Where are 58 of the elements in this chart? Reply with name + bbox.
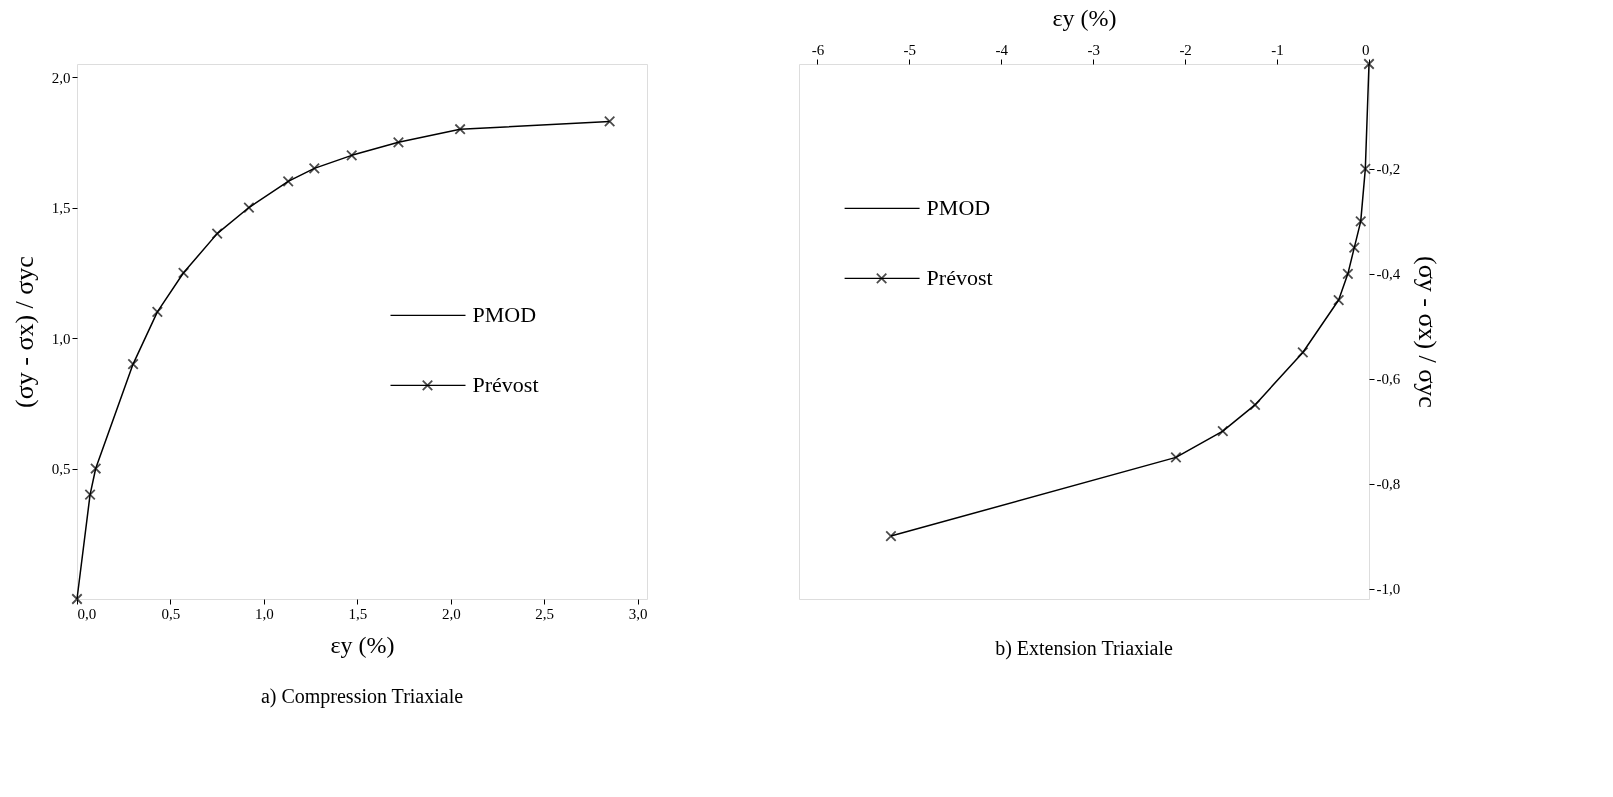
point xyxy=(282,175,294,188)
legend-label: Prévost xyxy=(926,265,993,291)
point xyxy=(1249,399,1261,411)
x-tick-label: -2 xyxy=(1179,41,1192,58)
y-tick-label: 0,5 xyxy=(51,461,71,478)
y-tick-label: 2,0 xyxy=(51,69,71,86)
point xyxy=(211,227,223,240)
x-tick-label: -6 xyxy=(811,41,825,58)
point xyxy=(127,358,139,370)
x-tick-label: 0 xyxy=(1362,41,1370,58)
point xyxy=(1297,346,1309,359)
point xyxy=(1348,241,1360,254)
legend-label: PMOD xyxy=(926,195,991,221)
legend-label: Prévost xyxy=(472,372,539,398)
y-axis-title: (σy - σx) / σyc xyxy=(9,256,39,408)
point xyxy=(603,115,616,128)
point xyxy=(392,136,405,148)
point xyxy=(1355,215,1367,227)
x-tick-label: 0,5 xyxy=(161,605,181,622)
y-tick-label: -0,6 xyxy=(1376,371,1401,388)
point xyxy=(1363,58,1375,70)
y-tick-label: 1,0 xyxy=(51,330,71,347)
text: a) Compression Triaxiale xyxy=(260,685,464,708)
point xyxy=(1217,425,1229,437)
point xyxy=(177,267,190,279)
legend-label: PMOD xyxy=(472,302,537,328)
point xyxy=(885,530,897,542)
text: b) Extension Triaxiale xyxy=(995,637,1173,660)
y-tick-label: 1,5 xyxy=(51,200,71,217)
point xyxy=(1359,163,1371,175)
y-tick-label: -0,2 xyxy=(1376,161,1401,178)
x-axis-title: εy (%) xyxy=(1052,4,1117,31)
x-tick-label: 2,5 xyxy=(535,605,555,622)
x-tick-label: 2,0 xyxy=(441,605,461,622)
y-tick-label: -0,4 xyxy=(1376,266,1401,283)
y-tick-label: -0,8 xyxy=(1376,476,1401,493)
x-tick-label: 3,0 xyxy=(628,605,648,622)
x-tick-label: -5 xyxy=(903,41,917,58)
x-tick-label: 1,0 xyxy=(255,605,274,622)
x-tick-label: -1 xyxy=(1271,41,1284,58)
x-axis-title: εy (%) xyxy=(330,631,395,658)
point xyxy=(346,149,358,161)
point xyxy=(1170,451,1182,464)
point xyxy=(84,488,96,501)
point xyxy=(151,306,163,318)
point xyxy=(90,462,102,475)
y-axis-title: (σy - σx) / σyc xyxy=(1413,256,1443,408)
x-tick-label: -3 xyxy=(1087,41,1100,58)
point xyxy=(71,593,83,605)
x-tick-label: -4 xyxy=(995,41,1009,58)
point xyxy=(1342,268,1354,280)
x-tick-label: 0,0 xyxy=(77,605,97,622)
x-tick-label: 1,5 xyxy=(348,605,368,622)
point xyxy=(1333,294,1345,306)
point xyxy=(243,201,255,214)
y-tick-label: -1,0 xyxy=(1376,581,1401,598)
point xyxy=(454,123,466,135)
point xyxy=(308,162,320,175)
